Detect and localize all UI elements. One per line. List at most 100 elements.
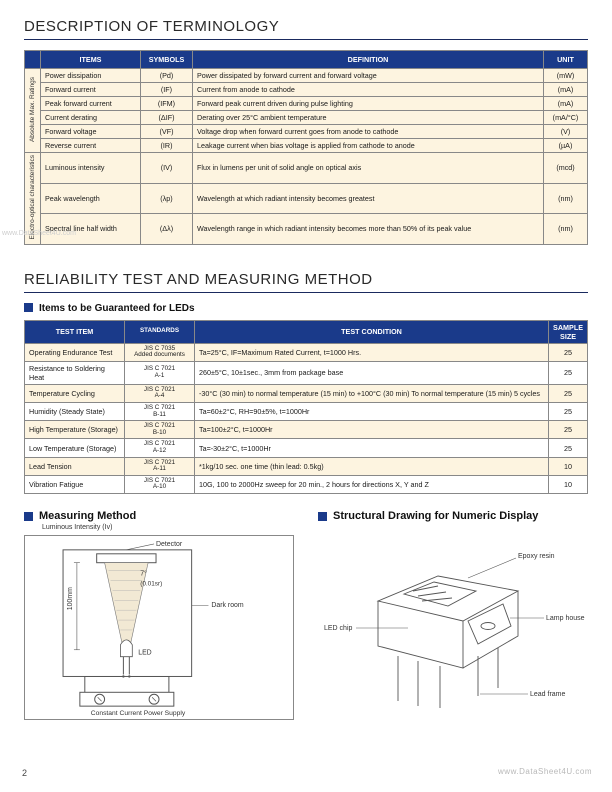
t1-h-items: ITEMS bbox=[41, 51, 141, 69]
label-lead: Lead frame bbox=[530, 691, 566, 698]
bullet-icon bbox=[24, 303, 33, 312]
t2-cond: Ta=100±2°C, t=1000Hr bbox=[195, 421, 549, 439]
reliability-table: TEST ITEM STANDARDS TEST CONDITION SAMPL… bbox=[24, 320, 588, 495]
t1-unit: (mA) bbox=[544, 83, 588, 97]
t2-cond: 260±5°C, 10±1sec., 3mm from package base bbox=[195, 361, 549, 384]
t1-def: Wavelength at which radiant intensity be… bbox=[193, 183, 544, 214]
t2-test: Humidity (Steady State) bbox=[25, 402, 125, 420]
structural-title-text: Structural Drawing for Numeric Display bbox=[333, 510, 538, 522]
t1-sym: (IR) bbox=[141, 139, 193, 153]
t2-cond: *1kg/10 sec. one time (thin lead: 0.5kg) bbox=[195, 457, 549, 475]
watermark: www.DataSheet4U.com bbox=[2, 230, 76, 237]
measuring-title: Measuring Method bbox=[24, 510, 294, 522]
structural-title: Structural Drawing for Numeric Display bbox=[318, 510, 588, 522]
t1-def: Forward peak current driven during pulse… bbox=[193, 97, 544, 111]
section2-subtitle: Items to be Guaranteed for LEDs bbox=[24, 303, 588, 314]
section1-title: DESCRIPTION OF TERMINOLOGY bbox=[24, 18, 588, 40]
label-power: Constant Current Power Supply bbox=[91, 710, 186, 717]
t2-std: JIS C 7021B-10 bbox=[125, 421, 195, 439]
label-chip: LED chip bbox=[324, 625, 353, 632]
t2-samp: 25 bbox=[549, 421, 588, 439]
t1-item: Forward voltage bbox=[41, 125, 141, 139]
structural-diagram: Epoxy resin LED chip Lamp house Lead fra… bbox=[318, 536, 588, 721]
t2-cond: Ta=-30±2°C, t=1000Hr bbox=[195, 439, 549, 457]
label-epoxy: Epoxy resin bbox=[518, 553, 555, 560]
t2-std: JIS C 7021A-12 bbox=[125, 439, 195, 457]
t1-unit: (V) bbox=[544, 125, 588, 139]
t1-item: Power dissipation bbox=[41, 69, 141, 83]
t2-samp: 25 bbox=[549, 361, 588, 384]
section2-title: RELIABILITY TEST AND MEASURING METHOD bbox=[24, 271, 588, 293]
t1-sym: (λp) bbox=[141, 183, 193, 214]
label-lamp: Lamp house bbox=[546, 615, 585, 622]
t2-cond: Ta=60±2°C, RH=90±5%, t=1000Hr bbox=[195, 402, 549, 420]
t1-sym: (ΔIF) bbox=[141, 111, 193, 125]
t2-test: Temperature Cycling bbox=[25, 384, 125, 402]
terminology-table: ITEMS SYMBOLS DEFINITION UNIT Absolute M… bbox=[24, 50, 588, 245]
t2-test: Resistance to Soldering Heat bbox=[25, 361, 125, 384]
t1-unit: (mW) bbox=[544, 69, 588, 83]
t1-def: Voltage drop when forward current goes f… bbox=[193, 125, 544, 139]
bullet-icon bbox=[24, 512, 33, 521]
t1-def: Wavelength range in which radiant intens… bbox=[193, 214, 544, 245]
bullet-icon bbox=[318, 512, 327, 521]
t2-test: High Temperature (Storage) bbox=[25, 421, 125, 439]
t1-item: Reverse current bbox=[41, 139, 141, 153]
t2-std: JIS C 7021A-10 bbox=[125, 475, 195, 493]
t1-def: Flux in lumens per unit of solid angle o… bbox=[193, 153, 544, 184]
t1-unit: (nm) bbox=[544, 183, 588, 214]
t1-unit: (mcd) bbox=[544, 153, 588, 184]
t1-sym: (Pd) bbox=[141, 69, 193, 83]
t1-item: Peak forward current bbox=[41, 97, 141, 111]
t1-def: Current from anode to cathode bbox=[193, 83, 544, 97]
t2-test: Vibration Fatigue bbox=[25, 475, 125, 493]
t1-group1: Absolute Max. Ratings bbox=[25, 69, 41, 153]
t2-h-std: STANDARDS bbox=[125, 320, 195, 343]
t2-std: JIS C 7021A-4 bbox=[125, 384, 195, 402]
label-length: 100mm bbox=[67, 587, 74, 610]
label-sr: (0.01sr) bbox=[140, 581, 162, 588]
t2-samp: 25 bbox=[549, 439, 588, 457]
t2-samp: 25 bbox=[549, 402, 588, 420]
page-number: 2 bbox=[22, 768, 27, 778]
t1-sym: (VF) bbox=[141, 125, 193, 139]
t2-test: Low Temperature (Storage) bbox=[25, 439, 125, 457]
t2-h-test: TEST ITEM bbox=[25, 320, 125, 343]
label-angle: 7° bbox=[140, 570, 147, 578]
t2-test: Operating Endurance Test bbox=[25, 343, 125, 361]
measuring-diagram: Detector 7° (0.01sr) 100mm bbox=[24, 535, 294, 720]
measuring-title-text: Measuring Method bbox=[39, 510, 136, 522]
t1-sym: (IFM) bbox=[141, 97, 193, 111]
t1-item: Peak wavelength bbox=[41, 183, 141, 214]
t1-def: Derating over 25°C ambient temperature bbox=[193, 111, 544, 125]
t2-samp: 25 bbox=[549, 343, 588, 361]
t2-samp: 10 bbox=[549, 457, 588, 475]
t1-def: Power dissipated by forward current and … bbox=[193, 69, 544, 83]
t1-item: Forward current bbox=[41, 83, 141, 97]
label-detector: Detector bbox=[156, 541, 183, 548]
t2-std: JIS C 7021B-11 bbox=[125, 402, 195, 420]
t2-std: JIS C 7021A-11 bbox=[125, 457, 195, 475]
t2-std: JIS C 7035Added documents bbox=[125, 343, 195, 361]
t1-h-definition: DEFINITION bbox=[193, 51, 544, 69]
t1-item: Spectral line half width bbox=[41, 214, 141, 245]
t2-samp: 10 bbox=[549, 475, 588, 493]
t2-h-samp: SAMPLE SIZE bbox=[549, 320, 588, 343]
t1-unit: (nm) bbox=[544, 214, 588, 245]
t1-def: Leakage current when bias voltage is app… bbox=[193, 139, 544, 153]
t1-h-group bbox=[25, 51, 41, 69]
t2-test: Lead Tension bbox=[25, 457, 125, 475]
t2-h-cond: TEST CONDITION bbox=[195, 320, 549, 343]
measuring-subtitle: Luminous Intensity (Iv) bbox=[42, 524, 294, 531]
t1-unit: (µA) bbox=[544, 139, 588, 153]
t1-unit: (mA) bbox=[544, 97, 588, 111]
t2-cond: Ta=25°C, IF=Maximum Rated Current, t=100… bbox=[195, 343, 549, 361]
t2-samp: 25 bbox=[549, 384, 588, 402]
label-darkroom: Dark room bbox=[211, 602, 243, 609]
t1-sym: (Δλ) bbox=[141, 214, 193, 245]
watermark: www.DataSheet4U.com bbox=[498, 767, 592, 776]
t1-item: Current derating bbox=[41, 111, 141, 125]
t2-cond: 10G, 100 to 2000Hz sweep for 20 min., 2 … bbox=[195, 475, 549, 493]
t2-cond: -30°C (30 min) to normal temperature (15… bbox=[195, 384, 549, 402]
t1-h-unit: UNIT bbox=[544, 51, 588, 69]
